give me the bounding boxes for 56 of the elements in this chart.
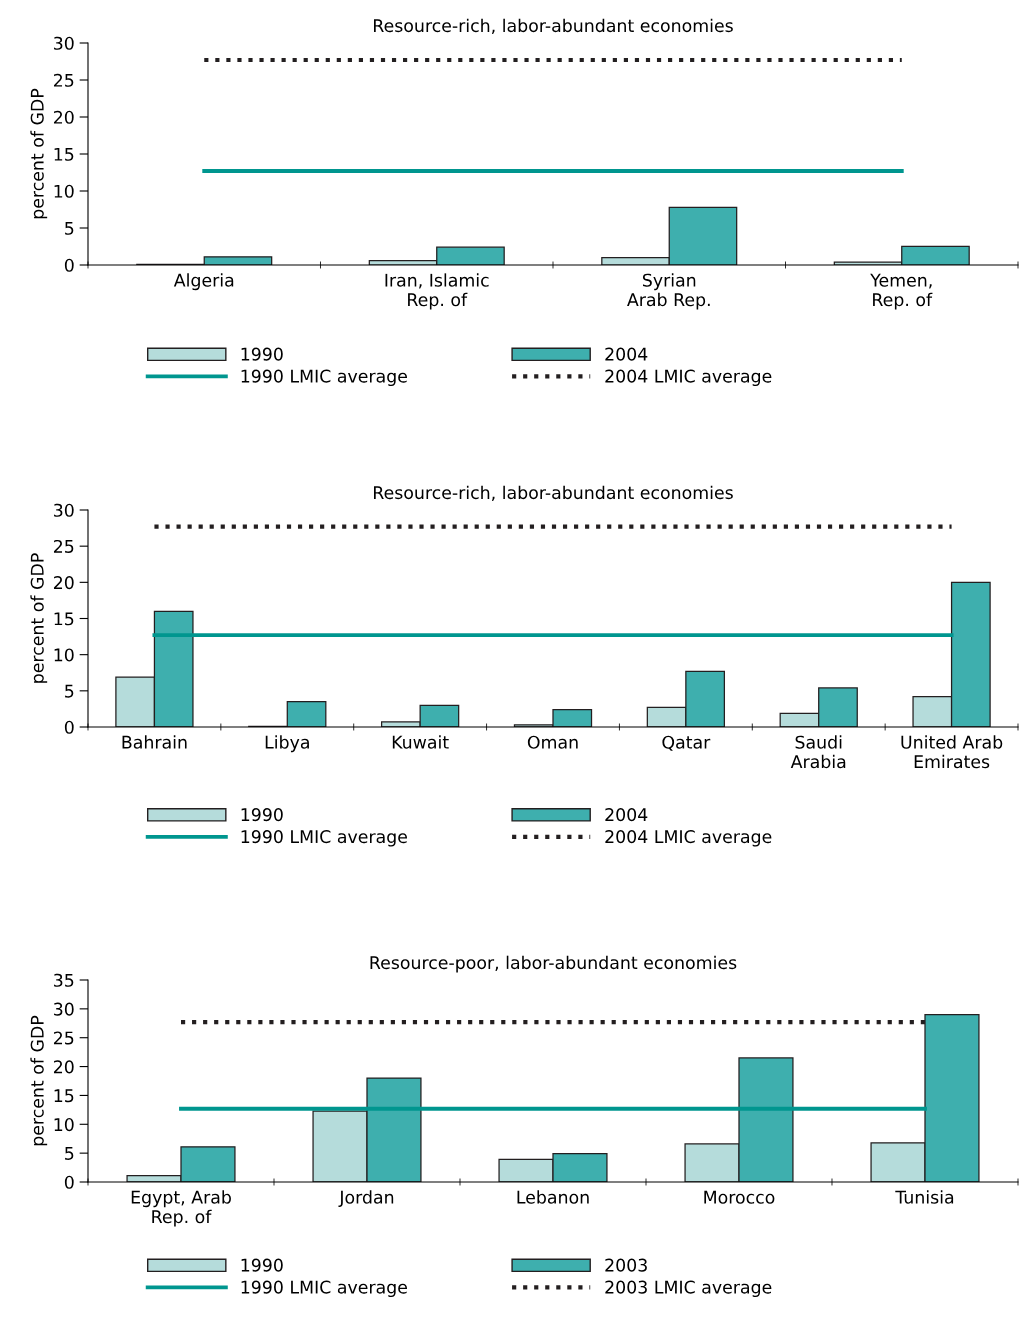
- y-tick-label: 30: [54, 503, 74, 517]
- y-tick-label: 0: [64, 258, 74, 272]
- y-tick-label: 25: [53, 1031, 74, 1045]
- x-tick-label: Kuwait: [392, 735, 449, 749]
- legend-label: 2003 LMIC average: [605, 1280, 772, 1298]
- chart-title: Resource-rich, labor-abundant economies: [374, 485, 733, 501]
- y-tick-label: 30: [54, 1002, 74, 1016]
- legend-label: 2003: [605, 1258, 647, 1272]
- legend-label: 2004: [605, 347, 648, 361]
- x-tick-label: Algeria: [173, 273, 234, 291]
- legend-label: 1990 LMIC average: [241, 830, 407, 847]
- y-axis-title: percent of GDP: [30, 88, 48, 219]
- legend-label: 1990: [241, 347, 283, 361]
- y-tick-label: 5: [65, 1147, 74, 1160]
- chart-title: Resource-rich, labor-abundant economies: [374, 18, 733, 34]
- x-tick-label: Morocco: [704, 1190, 775, 1204]
- y-tick-label: 35: [54, 973, 74, 987]
- y-tick-label: 25: [53, 73, 74, 87]
- x-tick-label: Oman: [527, 735, 578, 749]
- legend-label: 1990: [241, 1258, 283, 1272]
- y-tick-label: 15: [54, 612, 74, 626]
- y-axis-title: percent of GDP: [30, 1015, 48, 1146]
- y-tick-label: 20: [53, 576, 74, 590]
- y-tick-label: 5: [65, 221, 74, 235]
- x-tick-label: Bahrain: [122, 735, 187, 749]
- x-tick-label: Qatar: [662, 735, 711, 751]
- y-tick-label: 20: [53, 1060, 74, 1074]
- legend-label: 2004: [605, 808, 648, 822]
- x-tick-label: Libya: [265, 735, 309, 753]
- y-tick-label: 10: [54, 1118, 74, 1132]
- y-tick-label: 0: [64, 1175, 74, 1189]
- y-tick-label: 5: [65, 684, 74, 698]
- legend-label: 1990 LMIC average: [241, 1280, 407, 1298]
- legend-label: 1990: [241, 808, 283, 822]
- legend-label: 2004 LMIC average: [605, 369, 772, 387]
- x-tick-label: Tunisia: [895, 1190, 954, 1204]
- y-tick-label: 20: [53, 110, 74, 124]
- y-tick-label: 25: [53, 539, 74, 554]
- y-tick-label: 15: [54, 147, 74, 161]
- x-tick-label: United Arab Emirates: [901, 735, 1003, 769]
- y-tick-label: 30: [54, 36, 74, 50]
- y-tick-label: 10: [54, 648, 74, 662]
- y-tick-label: 0: [64, 720, 74, 734]
- y-tick-label: 15: [54, 1089, 74, 1103]
- legend-label: 2004 LMIC average: [605, 830, 772, 847]
- y-tick-label: 10: [54, 184, 74, 198]
- x-tick-label: Syrian Arab Rep.: [627, 273, 710, 310]
- y-axis-title: percent of GDP: [30, 553, 48, 683]
- x-tick-label: Saudi Arabia: [790, 735, 846, 769]
- x-tick-label: Yemen, Rep. of: [870, 273, 933, 310]
- x-tick-label: Lebanon: [517, 1190, 589, 1204]
- x-tick-label: Egypt, Arab Rep. of: [131, 1190, 231, 1227]
- legend-label: 1990 LMIC average: [241, 369, 407, 387]
- chart-title: Resource-poor, labor-abundant economies: [370, 955, 737, 973]
- x-tick-label: Iran, Islamic Rep. of: [385, 273, 489, 310]
- x-tick-label: Jordan: [338, 1190, 394, 1207]
